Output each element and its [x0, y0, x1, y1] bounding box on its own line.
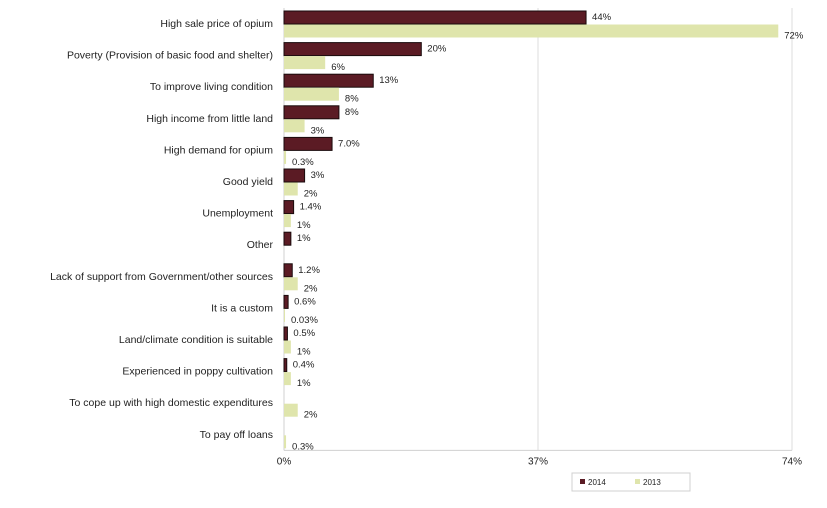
- data-label-2013: 2%: [304, 410, 318, 421]
- category-label: To pay off loans: [200, 429, 273, 441]
- category-label: Poverty (Provision of basic food and she…: [67, 50, 273, 62]
- category-label: High sale price of opium: [160, 18, 273, 30]
- bar-2013: [284, 308, 285, 322]
- data-label-2013: 8%: [345, 94, 359, 105]
- category-label: Land/climate condition is suitable: [119, 334, 273, 346]
- data-label-2014: 44%: [592, 12, 612, 23]
- data-label-2014: 3%: [311, 170, 325, 181]
- bar-2014: [283, 136, 333, 151]
- data-label-2013: 0.03%: [291, 315, 318, 326]
- bar-2013: [284, 56, 326, 70]
- bar-2013: [284, 403, 298, 417]
- bar-2014: [283, 73, 374, 88]
- bar-2014: [283, 358, 288, 373]
- legend-swatch-2013: [635, 479, 640, 484]
- legend-label: 2014: [588, 478, 606, 487]
- data-label-2014: 1.2%: [298, 265, 320, 276]
- category-label: Lack of support from Government/other so…: [50, 271, 273, 283]
- category-label: To cope up with high domestic expenditur…: [69, 397, 273, 409]
- category-label: Other: [247, 239, 274, 251]
- bar-2014: [283, 105, 340, 120]
- bar-2014: [283, 326, 288, 341]
- category-label: Good yield: [223, 176, 273, 188]
- data-label-2013: 2%: [304, 283, 318, 294]
- category-label: Unemployment: [202, 208, 273, 220]
- data-label-2014: 20%: [427, 44, 447, 55]
- bar-2013: [284, 340, 291, 354]
- legend-box: [571, 472, 691, 492]
- data-label-2014: 0.4%: [293, 360, 315, 371]
- category-label: High income from little land: [146, 113, 273, 125]
- bar-2013: [284, 24, 779, 38]
- data-label-2013: 1%: [297, 220, 311, 231]
- data-label-2013: 6%: [331, 62, 345, 73]
- data-label-2014: 13%: [379, 75, 399, 86]
- data-label-2013: 2%: [304, 189, 318, 200]
- bar-2013: [284, 372, 291, 386]
- data-label-2013: 0.3%: [292, 441, 314, 452]
- data-label-2014: 8%: [345, 107, 359, 118]
- data-label-2013: 0.3%: [292, 157, 314, 168]
- bar-2013: [284, 87, 339, 101]
- bar-2014: [283, 231, 292, 246]
- x-tick-label: 0%: [277, 456, 292, 467]
- bar-2014: [283, 168, 306, 183]
- legend-swatch-2014: [580, 479, 585, 484]
- data-label-2013: 1%: [297, 378, 311, 389]
- category-label: High demand for opium: [164, 144, 273, 156]
- bar-2013: [284, 435, 287, 449]
- data-label-2013: 1%: [297, 347, 311, 358]
- data-label-2013: 3%: [311, 125, 325, 136]
- data-label-2014: 0.6%: [294, 296, 316, 307]
- x-tick-label: 74%: [782, 456, 802, 467]
- data-label-2014: 1%: [297, 233, 311, 244]
- category-label: To improve living condition: [150, 81, 273, 93]
- bar-2013: [284, 182, 298, 196]
- legend-label: 2013: [643, 478, 661, 487]
- x-tick-label: 37%: [528, 456, 548, 467]
- bar-2014: [283, 294, 289, 309]
- data-label-2014: 7.0%: [338, 138, 360, 149]
- bar-2014: [283, 10, 587, 25]
- data-label-2013: 72%: [784, 31, 804, 42]
- bar-2013: [284, 150, 287, 164]
- bar-2013: [284, 119, 305, 133]
- data-label-2014: 0.5%: [293, 328, 315, 339]
- data-label-2014: 1.4%: [300, 202, 322, 213]
- bar-2013: [284, 214, 291, 228]
- bar-2014: [283, 42, 422, 57]
- category-label: Experienced in poppy cultivation: [122, 366, 273, 378]
- bar-2014: [283, 200, 295, 215]
- bar-2014: [283, 263, 293, 278]
- category-label: It is a custom: [211, 302, 273, 314]
- bar-2013: [284, 277, 298, 291]
